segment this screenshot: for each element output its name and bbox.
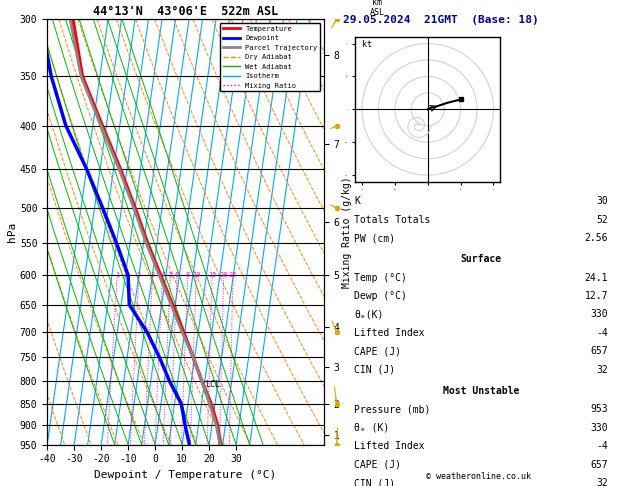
Text: 29.05.2024  21GMT  (Base: 18): 29.05.2024 21GMT (Base: 18) bbox=[343, 15, 538, 25]
Text: CAPE (J): CAPE (J) bbox=[354, 460, 401, 469]
Y-axis label: Mixing Ratio (g/kg): Mixing Ratio (g/kg) bbox=[342, 176, 352, 288]
Text: 330: 330 bbox=[591, 423, 608, 433]
Text: 6: 6 bbox=[175, 272, 179, 278]
Text: CIN (J): CIN (J) bbox=[354, 365, 395, 375]
Text: 953: 953 bbox=[591, 404, 608, 414]
Text: 657: 657 bbox=[591, 347, 608, 356]
Text: 32: 32 bbox=[596, 365, 608, 375]
Text: -4: -4 bbox=[596, 328, 608, 338]
Text: LCL: LCL bbox=[206, 381, 221, 389]
Text: 1: 1 bbox=[115, 272, 120, 278]
Text: θₑ (K): θₑ (K) bbox=[354, 423, 389, 433]
Text: 4: 4 bbox=[160, 272, 165, 278]
Text: 12.7: 12.7 bbox=[585, 291, 608, 301]
Text: 2: 2 bbox=[137, 272, 141, 278]
X-axis label: Dewpoint / Temperature (°C): Dewpoint / Temperature (°C) bbox=[94, 470, 277, 480]
Text: Temp (°C): Temp (°C) bbox=[354, 273, 407, 282]
Text: © weatheronline.co.uk: © weatheronline.co.uk bbox=[426, 472, 530, 481]
Text: Totals Totals: Totals Totals bbox=[354, 215, 430, 225]
Text: Most Unstable: Most Unstable bbox=[443, 386, 520, 396]
Text: 8: 8 bbox=[186, 272, 190, 278]
Text: 30: 30 bbox=[596, 196, 608, 206]
Text: 10: 10 bbox=[192, 272, 201, 278]
Legend: Temperature, Dewpoint, Parcel Trajectory, Dry Adiabat, Wet Adiabat, Isotherm, Mi: Temperature, Dewpoint, Parcel Trajectory… bbox=[220, 23, 320, 91]
Text: 330: 330 bbox=[591, 310, 608, 319]
Text: 20: 20 bbox=[220, 272, 228, 278]
Text: km
ASL: km ASL bbox=[370, 0, 385, 17]
Text: 24.1: 24.1 bbox=[585, 273, 608, 282]
Y-axis label: hPa: hPa bbox=[7, 222, 17, 242]
Text: K: K bbox=[354, 196, 360, 206]
Text: 3: 3 bbox=[150, 272, 155, 278]
Text: 25: 25 bbox=[229, 272, 237, 278]
Text: Lifted Index: Lifted Index bbox=[354, 328, 425, 338]
Text: 15: 15 bbox=[208, 272, 216, 278]
Text: 32: 32 bbox=[596, 478, 608, 486]
Text: Dewp (°C): Dewp (°C) bbox=[354, 291, 407, 301]
Text: Lifted Index: Lifted Index bbox=[354, 441, 425, 451]
Text: PW (cm): PW (cm) bbox=[354, 233, 395, 243]
Text: kt: kt bbox=[362, 40, 372, 49]
Text: 2.56: 2.56 bbox=[585, 233, 608, 243]
Text: CAPE (J): CAPE (J) bbox=[354, 347, 401, 356]
Text: -4: -4 bbox=[596, 441, 608, 451]
Text: CIN (J): CIN (J) bbox=[354, 478, 395, 486]
Text: 52: 52 bbox=[596, 215, 608, 225]
Title: 44°13'N  43°06'E  522m ASL: 44°13'N 43°06'E 522m ASL bbox=[93, 5, 278, 18]
Text: Surface: Surface bbox=[460, 254, 502, 264]
Text: 5: 5 bbox=[169, 272, 172, 278]
Text: θₑ(K): θₑ(K) bbox=[354, 310, 384, 319]
Text: Pressure (mb): Pressure (mb) bbox=[354, 404, 430, 414]
Text: 657: 657 bbox=[591, 460, 608, 469]
